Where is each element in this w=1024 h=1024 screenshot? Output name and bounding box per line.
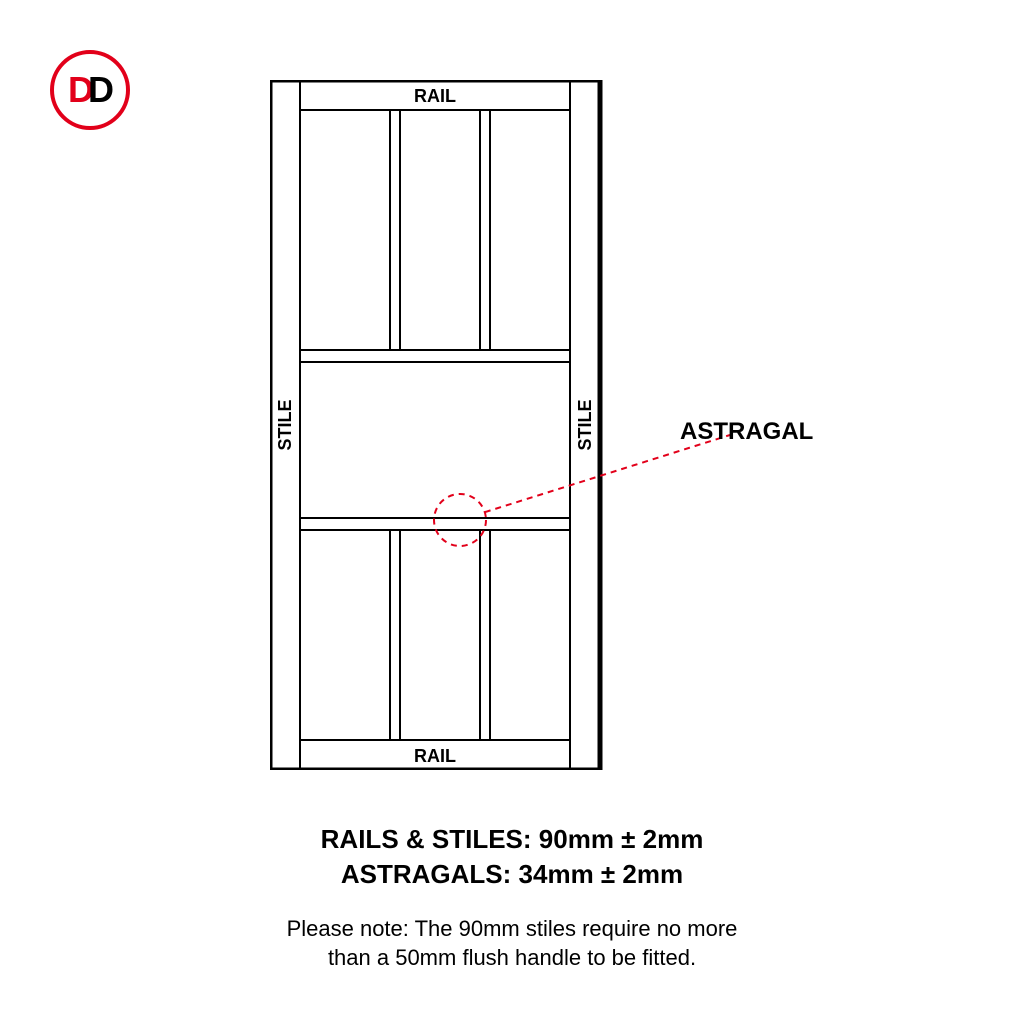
spec-line-1: RAILS & STILES: 90mm ± 2mm: [0, 822, 1024, 857]
note-line-1: Please note: The 90mm stiles require no …: [0, 915, 1024, 944]
astragal-callout-label: ASTRAGAL: [680, 418, 813, 446]
note-line-2: than a 50mm flush handle to be fitted.: [0, 944, 1024, 973]
svg-text:RAIL: RAIL: [414, 746, 456, 766]
svg-text:STILE: STILE: [575, 399, 595, 450]
logo-letter-2: D: [88, 69, 112, 111]
note-text: Please note: The 90mm stiles require no …: [0, 915, 1024, 972]
svg-text:STILE: STILE: [275, 399, 295, 450]
door-diagram: RAIL RAIL STILE STILE: [270, 80, 600, 770]
spec-text: RAILS & STILES: 90mm ± 2mm ASTRAGALS: 34…: [0, 822, 1024, 892]
svg-text:RAIL: RAIL: [414, 86, 456, 106]
spec-line-2: ASTRAGALS: 34mm ± 2mm: [0, 857, 1024, 892]
dd-logo: D D: [50, 50, 130, 130]
